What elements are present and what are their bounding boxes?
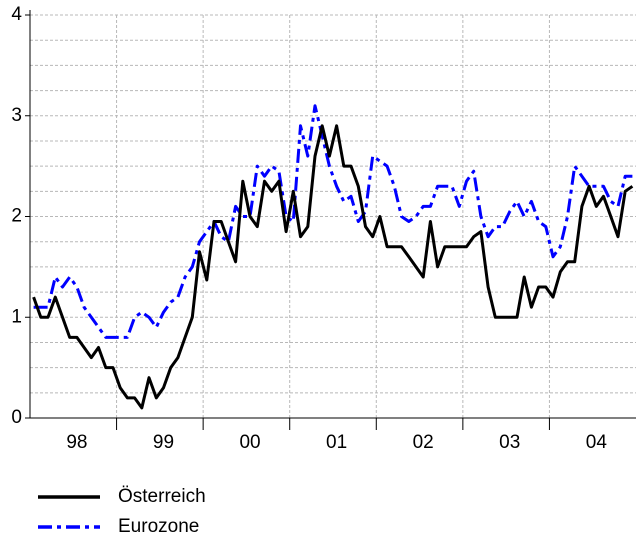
y-tick-label: 4 — [11, 4, 22, 25]
x-tick-label: 02 — [413, 432, 434, 453]
x-tick-label: 03 — [499, 432, 520, 453]
x-tick-label: 99 — [153, 432, 174, 453]
x-tick-label: 98 — [66, 432, 87, 453]
legend-label: Eurozone — [118, 516, 199, 537]
y-tick-label: 2 — [11, 206, 22, 227]
y-tick-label: 1 — [11, 306, 22, 327]
y-tick-label: 0 — [11, 407, 22, 428]
legend-label: Österreich — [118, 486, 206, 507]
x-tick-label: 00 — [239, 432, 260, 453]
series-line — [33, 104, 633, 339]
x-tick-label: 01 — [326, 432, 347, 453]
y-tick-label: 3 — [11, 105, 22, 126]
x-tick-label: 04 — [586, 432, 608, 453]
series-line — [32, 124, 634, 410]
